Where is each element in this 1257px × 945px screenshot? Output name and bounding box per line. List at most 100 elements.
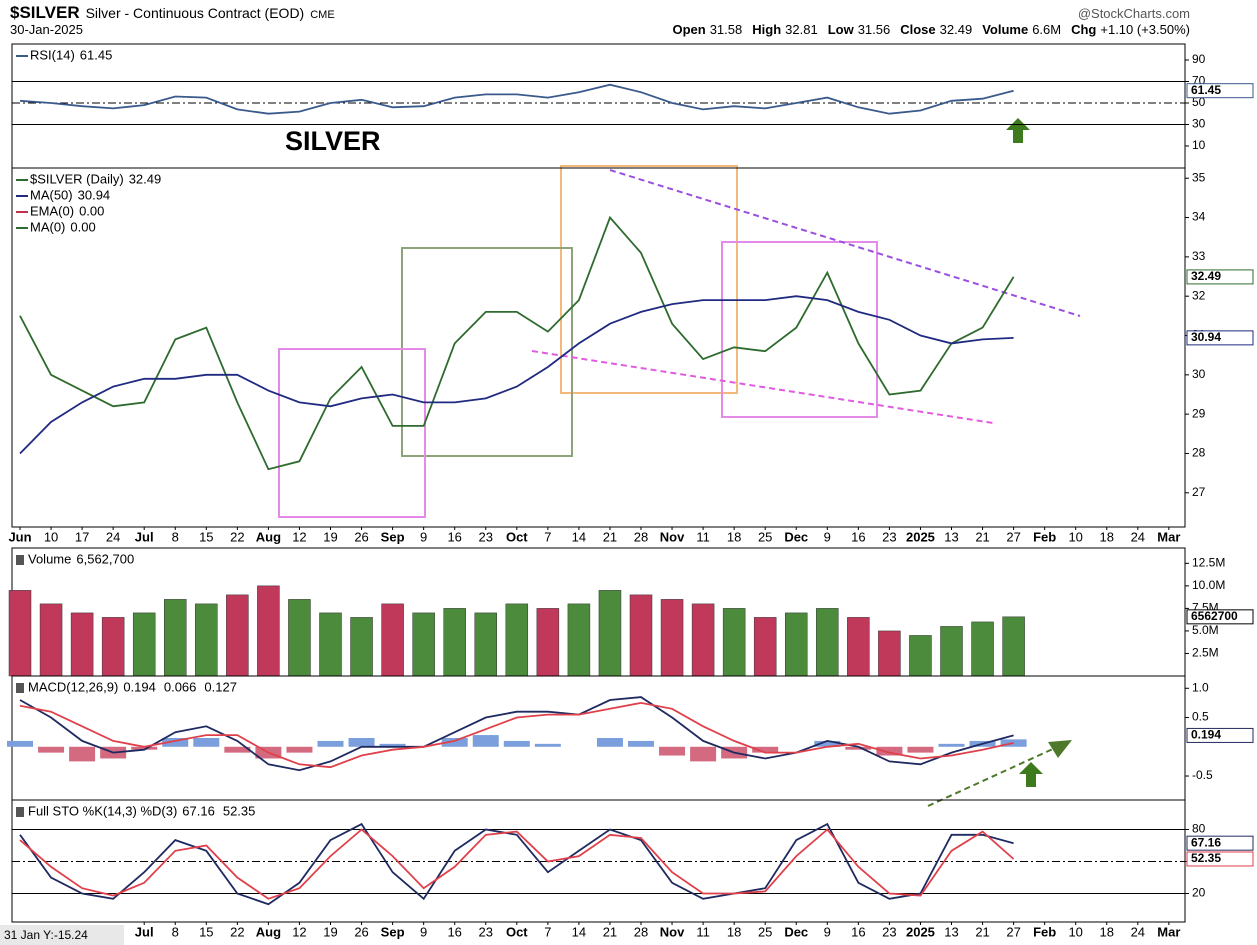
date: 30-Jan-2025 <box>10 22 83 37</box>
legend-value: 0.00 <box>79 203 104 218</box>
cursor-label: 31 Jan Y:-15.24 <box>4 928 88 942</box>
legend-title: Full STO %K(14,3) %D(3) <box>28 803 177 818</box>
trend-line <box>531 350 994 424</box>
histogram-bar <box>752 746 779 753</box>
panel-frame <box>11 167 1186 528</box>
x-tick-label: 22 <box>230 924 244 939</box>
volume-bar <box>412 612 435 677</box>
last-value-label: 32.49 <box>1191 269 1221 283</box>
x-tick-label: 24 <box>1131 529 1145 544</box>
x-tick-label: 16 <box>851 924 865 939</box>
legend-value: 0.127 <box>204 679 237 694</box>
x-tick-label: 24 <box>1131 924 1145 939</box>
x-tick-label: 10 <box>1068 529 1082 544</box>
box <box>401 247 573 457</box>
x-tick-label: Sep <box>381 529 405 544</box>
last-value-box <box>1186 269 1254 285</box>
histogram-bar <box>379 743 406 747</box>
header-row: 30-Jan-2025 Open 31.58 High 32.81 Low 31.56 Cl… <box>10 22 1190 41</box>
box <box>560 165 738 394</box>
volume-bar <box>847 617 870 677</box>
legend-value: 6,562,700 <box>76 551 134 566</box>
x-tick-label: Feb <box>1033 924 1056 939</box>
y-tick-label: 35 <box>1192 170 1206 184</box>
volume-bar <box>195 603 218 677</box>
histogram-bar <box>69 746 96 762</box>
x-tick-label: 21 <box>603 924 617 939</box>
volume-bar <box>629 594 653 677</box>
y-tick-label: 10.0M <box>1192 578 1225 592</box>
histogram-bar <box>628 740 654 747</box>
volume-bar <box>101 617 125 677</box>
volume-bar <box>753 617 777 677</box>
x-tick-label: 7 <box>544 529 551 544</box>
legend-value: 30.94 <box>78 187 111 202</box>
legend-title: MACD(12,26,9) <box>28 679 118 694</box>
instrument-name: Silver - Continuous Contract (EOD) <box>85 5 305 21</box>
x-tick-label: 8 <box>172 529 179 544</box>
last-value-label: 52.35 <box>1191 851 1221 865</box>
symbol: $SILVER <box>10 3 80 22</box>
x-tick-label: 2025 <box>906 529 935 544</box>
legend-name: MA(0) <box>30 219 65 234</box>
x-tick-label: 14 <box>572 529 586 544</box>
y-tick-label: 33 <box>1192 249 1206 263</box>
histogram-bar <box>814 740 841 747</box>
x-tick-label: 16 <box>851 529 865 544</box>
y-tick-label: 12.5M <box>1192 555 1225 569</box>
volume-bar <box>940 626 963 677</box>
x-tick-label: Dec <box>784 529 808 544</box>
histogram-bar <box>659 746 686 756</box>
histogram-bar <box>193 738 220 747</box>
y-tick-label: -0.5 <box>1192 768 1213 782</box>
annotation: SILVER <box>285 126 381 156</box>
quote-value: 32.49 <box>939 22 973 37</box>
y-tick-label: 80 <box>1192 822 1206 836</box>
x-tick-label: 15 <box>199 529 213 544</box>
x-tick-label: 23 <box>479 924 493 939</box>
x-tick-label: 28 <box>634 924 648 939</box>
volume-bar <box>8 590 32 677</box>
volume-bar <box>226 594 249 677</box>
x-tick-label: 27 <box>1006 529 1020 544</box>
legend-value: 67.16 <box>182 803 215 818</box>
series-line <box>19 295 1014 455</box>
quote-field: Low 31.56 <box>828 22 891 37</box>
x-tick-label: 13 <box>944 924 958 939</box>
volume-bar <box>816 608 839 677</box>
series-line <box>19 822 1014 906</box>
last-value-label: 6562700 <box>1191 609 1238 623</box>
trend-line <box>609 169 1081 317</box>
histogram-bar <box>7 740 33 747</box>
legend-icon <box>16 807 24 817</box>
legend-name: RSI(14) <box>30 47 75 62</box>
y-tick-label: 34 <box>1192 210 1206 224</box>
volume-bar <box>536 608 560 677</box>
legend-value: 0.194 <box>123 679 156 694</box>
arrow-head <box>1048 740 1072 758</box>
quote-field: Close 32.49 <box>900 22 972 37</box>
quote-label: Low <box>827 22 854 37</box>
volume-bar <box>567 603 591 677</box>
legend-name: $SILVER (Daily) <box>30 171 124 186</box>
quote-field: Volume 6.6M <box>982 22 1061 37</box>
x-tick-label: 25 <box>758 924 772 939</box>
x-tick-label: Sep <box>381 924 405 939</box>
x-tick-label: 23 <box>882 924 896 939</box>
volume-bar <box>691 603 715 677</box>
x-tick-label: 16 <box>447 924 461 939</box>
last-value-label: 61.45 <box>1191 83 1221 97</box>
quote-field: Chg +1.10 (+3.50%) <box>1071 22 1190 37</box>
histogram-bar <box>596 738 623 747</box>
histogram-bar <box>534 743 561 747</box>
x-tick-label: 15 <box>199 924 213 939</box>
last-value-box <box>1186 609 1254 625</box>
series-line <box>19 83 1014 115</box>
volume-bar <box>39 603 63 677</box>
histogram-bar <box>907 746 934 753</box>
x-tick-label: Feb <box>1033 529 1056 544</box>
legend-value: 0.066 <box>164 679 197 694</box>
volume-bar <box>878 630 901 677</box>
last-value-label: 67.16 <box>1191 835 1221 849</box>
